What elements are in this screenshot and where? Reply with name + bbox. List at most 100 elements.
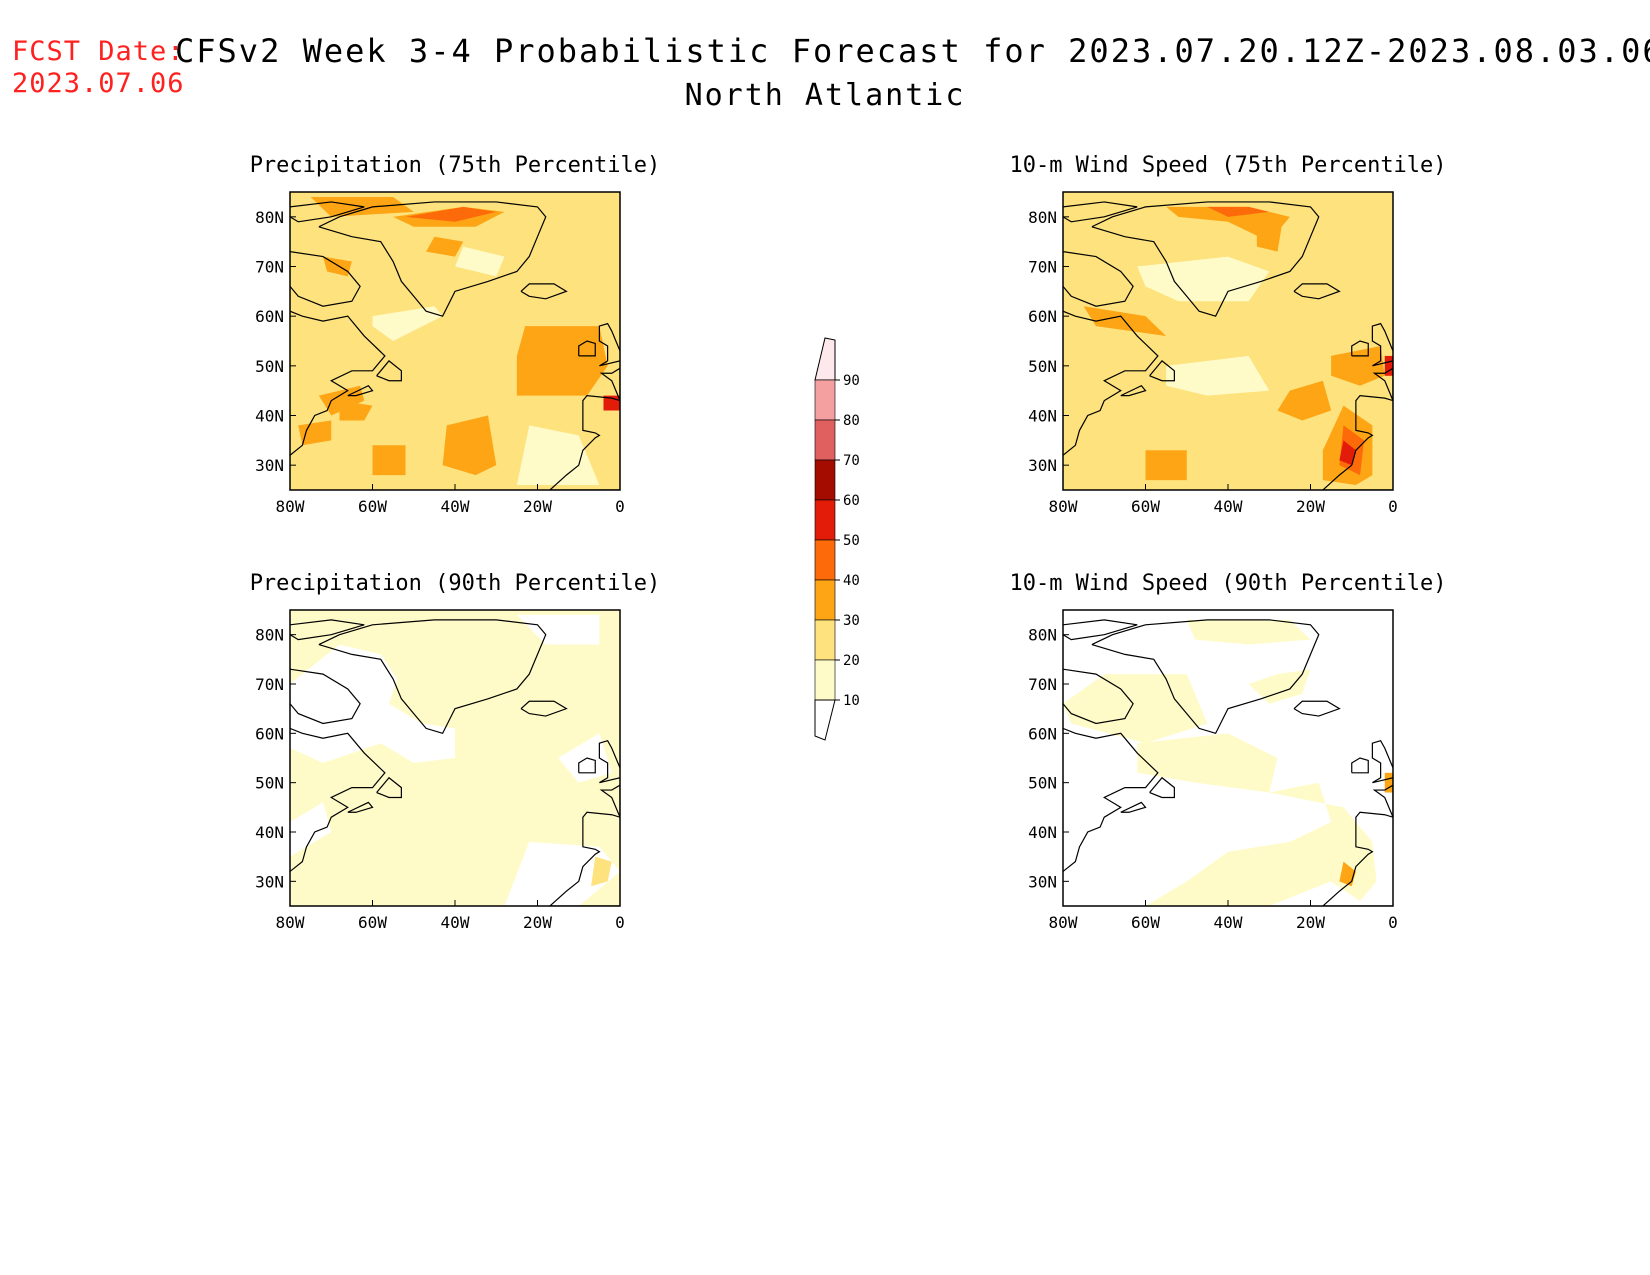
coastline — [1293, 700, 1341, 717]
coastline — [578, 757, 596, 774]
coastline — [290, 201, 365, 223]
lat-tick-label: 80N — [255, 208, 284, 227]
probability-area — [558, 733, 612, 783]
probability-area — [298, 420, 332, 446]
colorbar-label: 60 — [843, 493, 860, 509]
coastline — [347, 801, 374, 813]
probability-area — [1331, 345, 1385, 386]
coastline — [520, 283, 568, 300]
coastline — [598, 740, 620, 784]
colorbar-segment — [814, 659, 836, 701]
probability-area — [339, 400, 373, 421]
lon-tick-label: 80W — [276, 497, 305, 516]
coastline — [1063, 619, 1138, 641]
lat-tick-label: 40N — [255, 407, 284, 426]
lon-tick-label: 60W — [1131, 497, 1160, 516]
lon-tick-label: 40W — [441, 497, 470, 516]
colorbar-label: 70 — [843, 453, 860, 469]
lat-tick-label: 80N — [1028, 626, 1057, 645]
coastline — [1351, 340, 1369, 357]
coastline — [376, 360, 402, 382]
lat-tick-label: 30N — [1028, 456, 1057, 475]
map-panel-3: Precipitation (90th Percentile) 80W 60W 40W… — [250, 571, 661, 932]
coastline — [1372, 784, 1393, 818]
colorbar-segment — [814, 579, 836, 621]
lat-tick-label: 50N — [1028, 357, 1057, 376]
coastline — [1321, 395, 1393, 490]
colorbar-segment — [814, 539, 836, 581]
colorbar-label: 90 — [843, 373, 860, 389]
coastline — [290, 668, 361, 725]
lat-tick-label: 40N — [255, 823, 284, 842]
probability-area — [1145, 450, 1187, 481]
lon-tick-label: 60W — [358, 913, 387, 932]
coastline — [548, 395, 620, 490]
lon-tick-label: 0 — [615, 497, 625, 516]
coastline — [1149, 360, 1175, 382]
coastline — [1120, 801, 1147, 813]
panel-title: Precipitation (75th Percentile) — [250, 153, 661, 178]
lat-tick-label: 60N — [1028, 307, 1057, 326]
coastline — [1371, 740, 1393, 784]
lat-tick-label: 80N — [1028, 208, 1057, 227]
coastline — [290, 619, 365, 641]
fcst-date-label: FCST Date: — [12, 36, 185, 67]
probability-area — [1137, 256, 1270, 302]
coastline — [1091, 619, 1320, 735]
probability-area — [1137, 733, 1278, 793]
lat-tick-label: 50N — [255, 774, 284, 793]
lon-tick-label: 60W — [358, 497, 387, 516]
probability-area — [442, 415, 497, 476]
coastline — [1120, 384, 1147, 397]
lon-tick-label: 20W — [1296, 913, 1325, 932]
probability-area — [1145, 782, 1377, 906]
probability-area — [1186, 619, 1311, 645]
coastline — [599, 784, 620, 818]
coastline — [290, 310, 386, 456]
probability-area — [372, 445, 406, 476]
colorbar-label: 20 — [843, 653, 860, 669]
probability-area — [372, 306, 443, 341]
probability-area — [1277, 380, 1332, 421]
lat-tick-label: 70N — [255, 675, 284, 694]
lat-tick-label: 50N — [1028, 774, 1057, 793]
lat-tick-label: 70N — [255, 258, 284, 277]
colorbar-segment — [814, 499, 836, 541]
colorbar-label: 40 — [843, 573, 860, 589]
coastline — [318, 619, 547, 735]
lat-tick-label: 60N — [255, 307, 284, 326]
region-title: North Atlantic — [684, 78, 966, 113]
panel-title: 10-m Wind Speed (90th Percentile) — [1009, 571, 1446, 596]
coastline — [290, 727, 386, 872]
panel-title: Precipitation (90th Percentile) — [250, 571, 661, 596]
lon-tick-label: 40W — [1214, 913, 1243, 932]
panel-title: 10-m Wind Speed (75th Percentile) — [1009, 153, 1446, 178]
colorbar-label: 80 — [843, 413, 860, 429]
coastline — [520, 700, 568, 717]
colorbar-segment — [814, 379, 836, 421]
lon-tick-label: 80W — [1049, 497, 1078, 516]
colorbar-segment — [814, 459, 836, 501]
coastline — [599, 367, 620, 401]
coastline — [1351, 757, 1369, 774]
probability-area — [591, 856, 612, 887]
lon-tick-label: 20W — [523, 913, 552, 932]
lat-tick-label: 60N — [255, 724, 284, 743]
coastline — [1149, 776, 1175, 799]
coastline — [1063, 251, 1134, 307]
probability-area — [1166, 355, 1270, 396]
lat-tick-label: 80N — [255, 626, 284, 645]
coastline — [1371, 322, 1393, 367]
main-title: CFSv2 Week 3-4 Probabilistic Forecast fo… — [175, 32, 1650, 70]
coastline — [548, 811, 620, 906]
coastline — [1063, 727, 1159, 872]
lat-tick-label: 50N — [255, 357, 284, 376]
lon-tick-label: 60W — [1131, 913, 1160, 932]
coastline — [290, 251, 361, 307]
probability-area — [290, 644, 455, 763]
lon-tick-label: 40W — [1214, 497, 1243, 516]
lon-tick-label: 80W — [276, 913, 305, 932]
lat-tick-label: 30N — [1028, 872, 1057, 891]
coastline — [376, 776, 402, 799]
